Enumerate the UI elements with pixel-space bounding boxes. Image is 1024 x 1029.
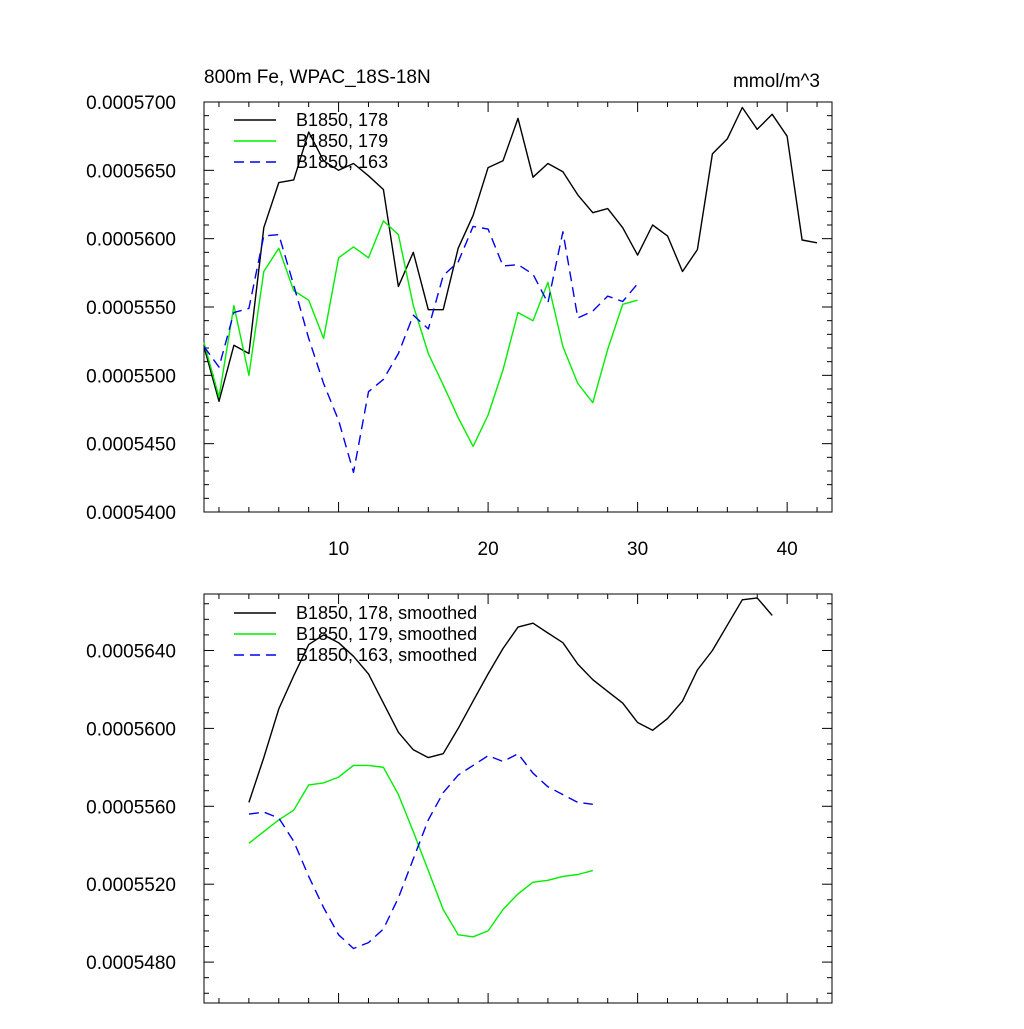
chart-title: 800m Fe, WPAC_18S-18N (204, 67, 431, 88)
units-label: mmol/m^3 (733, 71, 820, 92)
legend-label: B1850, 163 (296, 152, 388, 172)
y-tick-label: 0.0005600 (86, 719, 176, 740)
bottom-panel: 0.0005480 0.0005520 0.0005560 0.0005600 0.00… (86, 593, 833, 1004)
y-tick-label: 0.0005450 (86, 435, 176, 456)
y-tick-label: 0.0005640 (86, 641, 176, 662)
legend-label: B1850, 179 (296, 131, 388, 151)
x-tick-label: 30 (627, 539, 648, 560)
y-tick-label: 0.0005700 (86, 93, 176, 114)
y-tick-label: 0.0005480 (86, 953, 176, 974)
legend-label: B1850, 178, smoothed (296, 603, 477, 623)
series-line (203, 220, 638, 448)
series-line (248, 597, 773, 803)
y-tick-label: 0.0005520 (86, 875, 176, 896)
y-tick-label: 0.0005550 (86, 298, 176, 319)
legend-label: B1850, 163, smoothed (296, 645, 477, 665)
legend-label: B1850, 179, smoothed (296, 624, 477, 644)
series-line (203, 225, 639, 474)
x-tick-label: 10 (328, 539, 349, 560)
top-panel: 800m Fe, WPAC_18S-18N mmol/m^3 10 20 30 40 0… (86, 67, 833, 560)
x-tick-label: 40 (777, 539, 798, 560)
y-tick-label: 0.0005600 (86, 230, 176, 251)
legend-label: B1850, 178 (296, 110, 388, 130)
series-line (203, 106, 818, 402)
series-line (248, 753, 593, 950)
series-line (248, 764, 593, 938)
y-tick-label: 0.0005650 (86, 161, 176, 182)
x-tick-label: 20 (478, 539, 499, 560)
y-tick-label: 0.0005400 (86, 503, 176, 524)
y-tick-label: 0.0005560 (86, 797, 176, 818)
y-tick-label: 0.0005500 (86, 366, 176, 387)
